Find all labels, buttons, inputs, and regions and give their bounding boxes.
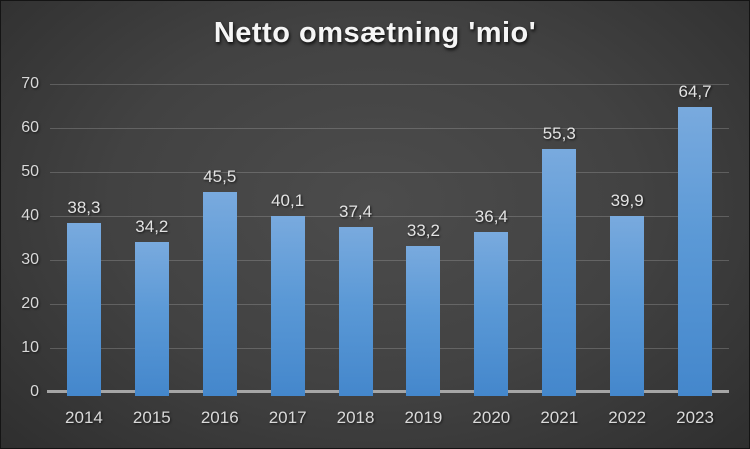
bar-2018[interactable] xyxy=(338,227,373,396)
y-tick-label-10: 10 xyxy=(21,339,39,356)
bar-slot-2016: 45,5 xyxy=(186,84,254,396)
gridline-10 xyxy=(50,348,729,349)
y-tick-label-30: 30 xyxy=(21,251,39,268)
bar-slot-2019: 33,2 xyxy=(390,84,458,396)
x-tick-label-2016: 2016 xyxy=(200,408,239,427)
data-label-2015: 34,2 xyxy=(135,216,169,236)
data-label-2016: 45,5 xyxy=(203,166,237,186)
x-tick-label-2020: 2020 xyxy=(472,408,511,427)
data-label-2021: 55,3 xyxy=(542,123,576,143)
x-tick-label-2019: 2019 xyxy=(404,408,443,427)
y-tick-label-0: 0 xyxy=(30,383,39,400)
bar-slot-2023: 64,7 xyxy=(661,82,729,396)
bar-slot-2015: 34,2 xyxy=(118,84,186,396)
chart-title: Netto omsætning 'mio' xyxy=(213,17,537,49)
bar-2015[interactable] xyxy=(134,241,169,396)
bar-slot-2021: 55,3 xyxy=(525,84,593,396)
y-tick-label-50: 50 xyxy=(21,163,39,180)
bar-2016[interactable] xyxy=(202,191,237,396)
data-label-2019: 33,2 xyxy=(406,220,440,240)
bar-2020[interactable] xyxy=(474,231,509,396)
gridline-40 xyxy=(50,216,729,217)
data-label-2022: 39,9 xyxy=(610,191,644,211)
bar-2014[interactable] xyxy=(66,223,101,396)
bar-slot-2020: 36,4 xyxy=(457,84,525,396)
data-label-2023: 64,7 xyxy=(678,82,712,102)
bar-slot-2022: 39,9 xyxy=(593,84,661,396)
x-tick-label-2021: 2021 xyxy=(540,408,579,427)
x-tick-label-2023: 2023 xyxy=(676,408,714,427)
bar-2021[interactable] xyxy=(542,148,577,396)
plot-area: 38,3 34,2 45,5 40,1 37,4 33,2 36,4 55,3 39,9 64,7 xyxy=(47,82,729,396)
bar-slot-2018: 37,4 xyxy=(322,84,390,396)
bar-2022[interactable] xyxy=(610,216,645,396)
gridline-70 xyxy=(50,84,729,85)
bar-2017[interactable] xyxy=(270,215,305,396)
y-tick-label-60: 60 xyxy=(21,119,39,136)
data-label-2018: 37,4 xyxy=(338,202,373,222)
y-tick-label-20: 20 xyxy=(21,295,39,312)
x-tick-label-2014: 2014 xyxy=(65,408,103,427)
y-tick-label-40: 40 xyxy=(21,207,39,224)
x-tick-label-2018: 2018 xyxy=(336,408,375,427)
x-axis-line xyxy=(47,390,729,393)
y-tick-label-70: 70 xyxy=(21,75,39,92)
data-label-2017: 40,1 xyxy=(271,190,305,210)
gridline-30 xyxy=(50,260,729,261)
x-tick-label-2022: 2022 xyxy=(608,408,647,427)
x-axis: 2014 2015 2016 2017 2018 2019 2020 2021 2022 2023 xyxy=(50,403,729,433)
gridline-50 xyxy=(50,172,729,173)
gridline-20 xyxy=(50,304,729,305)
x-tick-label-2015: 2015 xyxy=(132,408,171,427)
data-label-2020: 36,4 xyxy=(474,206,508,226)
data-label-2014: 38,3 xyxy=(67,198,101,218)
bar-2019[interactable] xyxy=(406,245,441,396)
bar-slot-2014: 38,3 xyxy=(50,84,118,396)
y-axis: 70 60 50 40 30 20 10 0 xyxy=(1,75,39,400)
bar-slot-2017: 40,1 xyxy=(254,84,322,396)
x-tick-label-2017: 2017 xyxy=(268,408,307,427)
gridline-60 xyxy=(50,128,729,129)
bar-2023[interactable] xyxy=(678,107,713,396)
